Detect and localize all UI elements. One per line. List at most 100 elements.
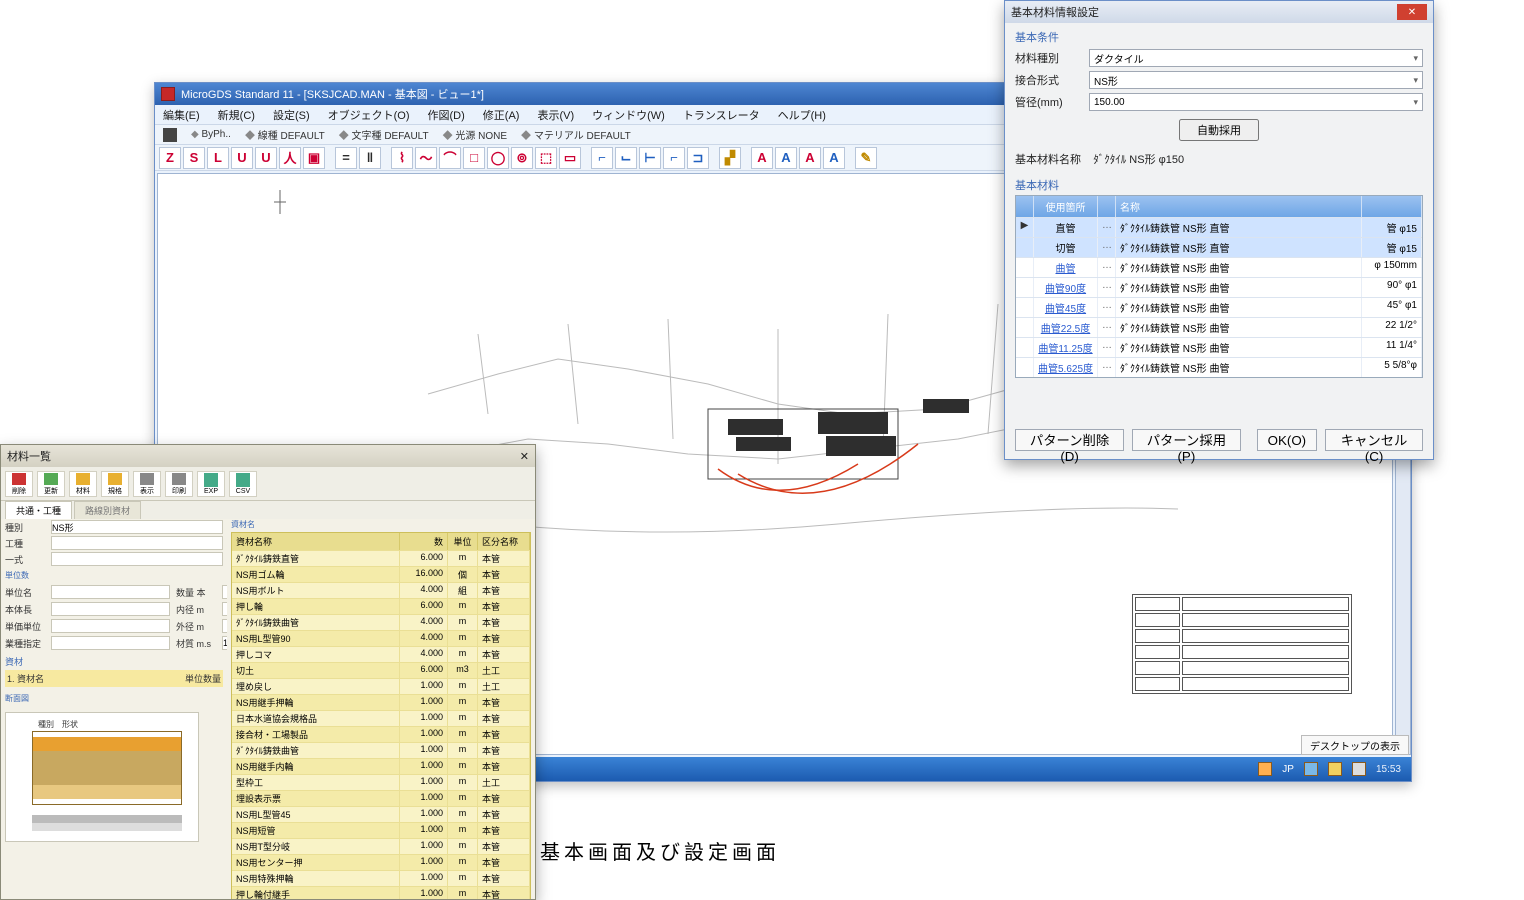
mini-toolbar-button[interactable]: 更新	[37, 471, 65, 497]
toolbar-button[interactable]: A	[751, 147, 773, 169]
mini-toolbar-button[interactable]: 表示	[133, 471, 161, 497]
toolbar-button[interactable]: ✎	[855, 147, 877, 169]
tray-icon[interactable]	[1328, 762, 1342, 776]
toolbar-button[interactable]: A	[799, 147, 821, 169]
combo-管径(mm)[interactable]: 150.00	[1089, 93, 1423, 111]
field-一式[interactable]	[51, 552, 223, 566]
table-row[interactable]: 曲管22.5度…ﾀﾞｸﾀｲﾙ鋳鉄管 NS形 曲管22 1/2°	[1016, 317, 1422, 337]
table-row[interactable]: 曲管…ﾀﾞｸﾀｲﾙ鋳鉄管 NS形 曲管φ 150mm	[1016, 257, 1422, 277]
list-item[interactable]: NS用短管1.000m本管	[232, 822, 530, 838]
table-row[interactable]: 曲管45度…ﾀﾞｸﾀｲﾙ鋳鉄管 NS形 曲管45° φ1	[1016, 297, 1422, 317]
pattern-apply-button[interactable]: パターン採用(P)	[1132, 429, 1240, 451]
tray-icon[interactable]	[1352, 762, 1366, 776]
list-item[interactable]: 埋設表示票1.000m本管	[232, 790, 530, 806]
cancel-button[interactable]: キャンセル(C)	[1325, 429, 1423, 451]
toolbar-button[interactable]: U	[255, 147, 277, 169]
mini-toolbar-button[interactable]: 材料	[69, 471, 97, 497]
table-row[interactable]: 曲管5.625度…ﾀﾞｸﾀｲﾙ鋳鉄管 NS形 曲管5 5/8°φ	[1016, 357, 1422, 377]
list-item[interactable]: 型枠工1.000m土工	[232, 774, 530, 790]
menu-item[interactable]: 表示(V)	[537, 107, 574, 123]
menu-item[interactable]: 編集(E)	[163, 107, 200, 123]
list-item[interactable]: 埋め戻し1.000m土工	[232, 678, 530, 694]
param-単位名[interactable]	[51, 585, 170, 599]
toolbar-button[interactable]: ⊐	[687, 147, 709, 169]
menu-item[interactable]: 作図(D)	[428, 107, 465, 123]
tray-icon[interactable]	[1304, 762, 1318, 776]
list-item[interactable]: NS用T型分岐1.000m本管	[232, 838, 530, 854]
list-item[interactable]: 押し輪付継手1.000m本管	[232, 886, 530, 899]
mini-toolbar-button[interactable]: 印刷	[165, 471, 193, 497]
toolbar-button[interactable]: S	[183, 147, 205, 169]
toolbar-button[interactable]: ◯	[487, 147, 509, 169]
list-item[interactable]: NS用L型管451.000m本管	[232, 806, 530, 822]
field-工種[interactable]	[51, 536, 223, 550]
list-item[interactable]: NS用継手押輪1.000m本管	[232, 694, 530, 710]
list-item[interactable]: NS用継手内輪1.000m本管	[232, 758, 530, 774]
mini-toolbar-button[interactable]: EXP	[197, 471, 225, 497]
param-単価単位[interactable]	[51, 619, 170, 633]
tray-icon[interactable]	[1258, 762, 1272, 776]
table-row[interactable]: 曲管11.25度…ﾀﾞｸﾀｲﾙ鋳鉄管 NS形 曲管11 1/4°	[1016, 337, 1422, 357]
materials-list-grid[interactable]: 資材名称 数 単位 区分名称 ﾀﾞｸﾀｲﾙ鋳鉄直管6.000m本管NS用ゴム輪1…	[231, 532, 531, 899]
list-item[interactable]: 接合材・工場製品1.000m本管	[232, 726, 530, 742]
toolbar-button[interactable]: 〜	[415, 147, 437, 169]
table-row[interactable]: ▶直管…ﾀﾞｸﾀｲﾙ鋳鉄管 NS形 直管管 φ15	[1016, 217, 1422, 237]
ok-button[interactable]: OK(O)	[1257, 429, 1318, 451]
toolbar-button[interactable]: A	[775, 147, 797, 169]
menu-item[interactable]: トランスレータ	[683, 107, 760, 123]
toolbar-button[interactable]: Z	[159, 147, 181, 169]
materials-grid[interactable]: 使用箇所 名称 ▶直管…ﾀﾞｸﾀｲﾙ鋳鉄管 NS形 直管管 φ15切管…ﾀﾞｸﾀ…	[1015, 195, 1423, 378]
list-item[interactable]: NS用ゴム輪16.000個本管	[232, 566, 530, 582]
list-item[interactable]: NS用ボルト4.000組本管	[232, 582, 530, 598]
mini-toolbar-button[interactable]: 規格	[101, 471, 129, 497]
list-item[interactable]: ﾀﾞｸﾀｲﾙ鋳鉄曲管1.000m本管	[232, 742, 530, 758]
toolbar-button[interactable]: ⌐	[663, 147, 685, 169]
table-row[interactable]: 切管…ﾀﾞｸﾀｲﾙ鋳鉄管 NS形 直管管 φ15	[1016, 237, 1422, 257]
menu-item[interactable]: ヘルプ(H)	[778, 107, 826, 123]
sub-titlebar[interactable]: 材料一覧 ✕	[1, 445, 535, 467]
toolbar-button[interactable]: =	[335, 147, 357, 169]
menu-item[interactable]: オブジェクト(O)	[328, 107, 410, 123]
toolbar-button[interactable]: L	[207, 147, 229, 169]
close-icon[interactable]: ✕	[1397, 4, 1427, 20]
param-業種指定[interactable]	[51, 636, 170, 650]
pattern-delete-button[interactable]: パターン削除(D)	[1015, 429, 1124, 451]
toolbar-button[interactable]: 人	[279, 147, 301, 169]
list-item[interactable]: 切土6.000m3土工	[232, 662, 530, 678]
toolbar-button[interactable]: ‖	[359, 147, 381, 169]
combo-材料種別[interactable]: ダクタイル	[1089, 49, 1423, 67]
menu-item[interactable]: 設定(S)	[273, 107, 310, 123]
list-item[interactable]: NS用特殊押輪1.000m本管	[232, 870, 530, 886]
list-item[interactable]: NS用L型管904.000m本管	[232, 630, 530, 646]
toolbar-button[interactable]: ⊚	[511, 147, 533, 169]
list-item[interactable]: 押しコマ4.000m本管	[232, 646, 530, 662]
toolbar-button[interactable]: ▭	[559, 147, 581, 169]
field-種別[interactable]	[51, 520, 223, 534]
mini-toolbar-button[interactable]: 削除	[5, 471, 33, 497]
param-本体長[interactable]	[51, 602, 170, 616]
toolbar-button[interactable]: ⌇	[391, 147, 413, 169]
table-row[interactable]: 曲管90度…ﾀﾞｸﾀｲﾙ鋳鉄管 NS形 曲管90° φ1	[1016, 277, 1422, 297]
toolbar-button[interactable]: ▣	[303, 147, 325, 169]
dialog-titlebar[interactable]: 基本材料情報設定 ✕	[1005, 1, 1433, 23]
list-item[interactable]: ﾀﾞｸﾀｲﾙ鋳鉄曲管4.000m本管	[232, 614, 530, 630]
list-item[interactable]: 押し輪6.000m本管	[232, 598, 530, 614]
highlight-row[interactable]: 1. 資材名 単位数量	[5, 670, 223, 687]
menu-item[interactable]: 新規(C)	[218, 107, 255, 123]
menu-item[interactable]: 修正(A)	[483, 107, 520, 123]
desktop-show-button[interactable]: デスクトップの表示	[1301, 735, 1409, 755]
property-field[interactable]: 文字種 DEFAULT	[339, 127, 429, 142]
toolbar-button[interactable]: ▞	[719, 147, 741, 169]
auto-apply-button[interactable]: 自動採用	[1179, 119, 1259, 141]
list-item[interactable]: ﾀﾞｸﾀｲﾙ鋳鉄直管6.000m本管	[232, 550, 530, 566]
toolbar-button[interactable]: ⊢	[639, 147, 661, 169]
property-field[interactable]: マテリアル DEFAULT	[521, 127, 631, 142]
close-icon[interactable]: ✕	[520, 450, 529, 463]
property-field[interactable]: ByPh..	[191, 129, 231, 140]
property-field[interactable]: 線種 DEFAULT	[245, 127, 325, 142]
menu-item[interactable]: ウィンドウ(W)	[592, 107, 665, 123]
toolbar-button[interactable]: □	[463, 147, 485, 169]
toolbar-button[interactable]: ⌒	[439, 147, 461, 169]
toolbar-button[interactable]: ⬚	[535, 147, 557, 169]
combo-接合形式[interactable]: NS形	[1089, 71, 1423, 89]
